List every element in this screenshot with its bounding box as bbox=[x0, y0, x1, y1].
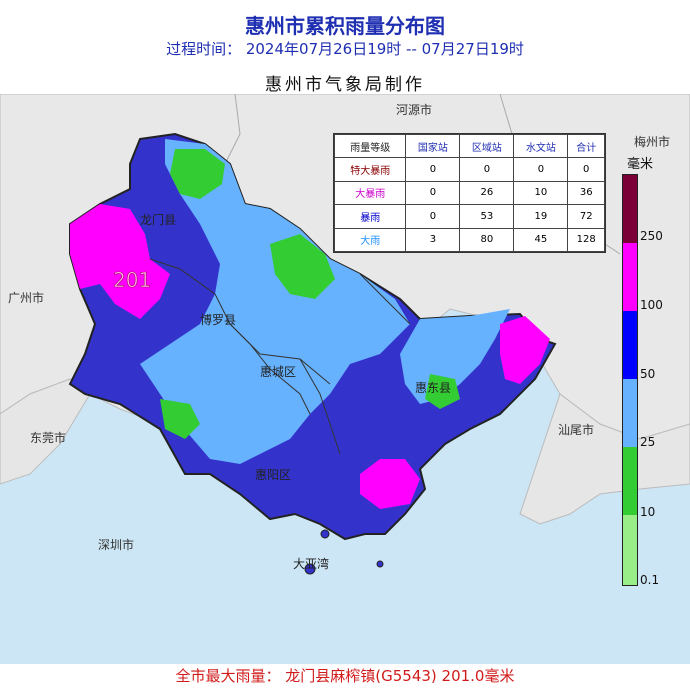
row-cell: 0 bbox=[513, 157, 569, 182]
label-meizhou: 梅州市 bbox=[634, 134, 670, 149]
rain-10-25-zone-north bbox=[170, 149, 225, 199]
row-cell: 45 bbox=[513, 227, 569, 253]
label-huiyang: 惠阳区 bbox=[255, 468, 291, 482]
county-boundary-3 bbox=[299, 358, 341, 455]
legend-tick-250: 250 bbox=[640, 229, 663, 243]
label-shanwei: 汕尾市 bbox=[558, 422, 594, 437]
row-cell: 0 bbox=[405, 180, 461, 206]
row-cell: 80 bbox=[459, 227, 515, 253]
row-level: 大雨 bbox=[333, 227, 407, 253]
island bbox=[376, 560, 384, 568]
legend-tick-25: 25 bbox=[640, 435, 656, 449]
header-hydro: 水文站 bbox=[513, 133, 569, 159]
row-cell: 0 bbox=[567, 157, 605, 182]
row-cell: 53 bbox=[459, 204, 515, 229]
legend-seg-100 bbox=[623, 243, 637, 311]
row-cell: 26 bbox=[459, 180, 515, 206]
header-total: 合计 bbox=[567, 133, 605, 159]
rain-25-50-zone bbox=[140, 139, 410, 464]
rain-10-25-zone-east bbox=[425, 374, 460, 409]
header-regional: 区域站 bbox=[459, 133, 515, 159]
label-daya-bay: 大亚湾 bbox=[293, 556, 329, 571]
row-level: 大暴雨 bbox=[333, 180, 407, 206]
row-cell: 128 bbox=[567, 227, 605, 253]
legend-seg-25 bbox=[623, 379, 637, 447]
label-heyuan: 河源市 bbox=[396, 102, 432, 117]
county-boundary-2 bbox=[229, 323, 331, 385]
header-level: 雨量等级 bbox=[333, 133, 407, 159]
row-cell: 72 bbox=[567, 204, 605, 229]
label-boluo: 博罗县 bbox=[200, 312, 236, 327]
legend-tick-10: 10 bbox=[640, 505, 656, 519]
rain-100-250-zone-longmen bbox=[70, 204, 170, 319]
legend-tick-01: 0.1 bbox=[640, 573, 660, 587]
table-row: 特大暴雨 0 0 0 0 bbox=[333, 157, 605, 182]
header-national: 国家站 bbox=[405, 133, 461, 159]
stats-table-box: 雨量等级 国家站 区域站 水文站 合计 特大暴雨 0 0 0 0 大暴雨 0 2… bbox=[333, 133, 606, 253]
legend-seg-10 bbox=[623, 447, 637, 515]
row-cell: 36 bbox=[567, 180, 605, 206]
island bbox=[320, 529, 330, 539]
row-cell: 10 bbox=[513, 180, 569, 206]
label-dongguan: 东莞市 bbox=[30, 430, 66, 445]
rain-10-25-zone-south bbox=[160, 399, 200, 439]
row-cell: 3 bbox=[405, 227, 461, 253]
row-cell: 0 bbox=[459, 157, 515, 182]
county-boundary-4 bbox=[359, 273, 411, 325]
row-cell: 0 bbox=[405, 157, 461, 182]
legend-unit: 毫米 bbox=[627, 157, 654, 172]
legend-tick-100: 100 bbox=[640, 298, 663, 312]
label-longmen: 龙门县 bbox=[140, 212, 176, 227]
rain-25-50-zone-east bbox=[400, 309, 510, 404]
label-huidong: 惠东县 bbox=[415, 381, 451, 395]
label-guangzhou: 广州市 bbox=[8, 290, 44, 305]
legend-color-bar bbox=[622, 174, 638, 586]
row-cell: 0 bbox=[405, 204, 461, 229]
row-level: 暴雨 bbox=[333, 204, 407, 229]
table-row: 大雨 3 80 45 128 bbox=[333, 227, 605, 253]
table-row: 大暴雨 0 26 10 36 bbox=[333, 180, 605, 206]
row-cell: 19 bbox=[513, 204, 569, 229]
legend-tick-50: 50 bbox=[640, 367, 656, 381]
legend-seg-01 bbox=[623, 515, 637, 585]
label-shenzhen: 深圳市 bbox=[98, 537, 134, 552]
rain-100-250-zone-huidong bbox=[500, 316, 550, 384]
table-row: 暴雨 0 53 19 72 bbox=[333, 204, 605, 229]
table-header-row: 雨量等级 国家站 区域站 水文站 合计 bbox=[333, 133, 605, 159]
rain-100-250-zone-daya bbox=[360, 459, 420, 509]
rain-10-25-zone-central bbox=[270, 234, 335, 299]
legend-seg-250 bbox=[623, 175, 637, 243]
row-level: 特大暴雨 bbox=[333, 157, 407, 182]
legend-seg-50 bbox=[623, 311, 637, 379]
map-title: 惠州市累积雨量分布图 bbox=[245, 14, 445, 38]
time-period: 过程时间： 2024年07月26日19时 -- 07月27日19时 bbox=[166, 40, 524, 58]
max-rain-marker: 201 bbox=[113, 268, 151, 292]
island bbox=[304, 563, 316, 575]
max-rainfall-footer: 全市最大雨量： 龙门县麻榨镇(G5543) 201.0毫米 bbox=[175, 667, 515, 685]
label-huicheng: 惠城区 bbox=[260, 365, 296, 379]
producer-label: 惠州市气象局制作 bbox=[265, 75, 425, 95]
surrounding-land-west bbox=[0, 378, 91, 485]
station-stats-table: 雨量等级 国家站 区域站 水文站 合计 特大暴雨 0 0 0 0 大暴雨 0 2… bbox=[333, 133, 605, 253]
